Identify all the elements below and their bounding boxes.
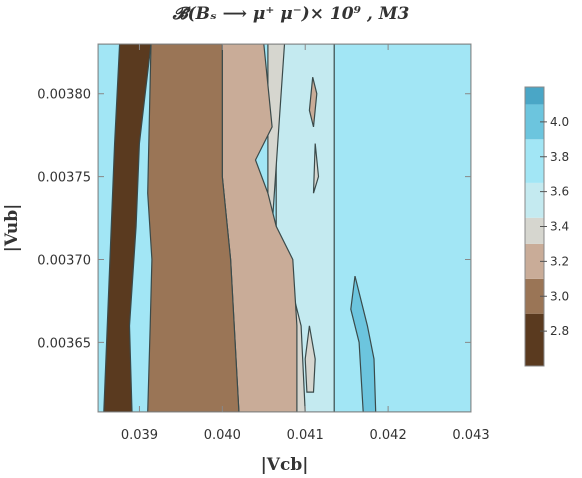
legend-swatch-0	[525, 313, 544, 366]
legend-swatch-4	[525, 182, 544, 218]
contour-region-5	[103, 44, 152, 412]
contour-region-7	[304, 325, 316, 393]
legend-tick-label: 3.6	[550, 185, 569, 199]
y-tick-label: 0.00365	[37, 336, 91, 351]
y-tick-label: 0.00380	[37, 88, 91, 103]
legend-swatch-5	[525, 139, 544, 183]
legend-tick-label: 3.0	[550, 289, 569, 303]
legend-tick-label: 3.8	[550, 150, 569, 164]
x-tick-label: 0.043	[452, 428, 489, 443]
contour-region-6	[350, 275, 377, 412]
x-tick-label: 0.040	[204, 428, 241, 443]
x-axis-label: |Vcb|	[261, 455, 309, 475]
contour-regions	[98, 44, 471, 412]
plot-frame	[97, 43, 472, 413]
legend-swatch-2	[525, 243, 544, 279]
legend-swatch-1	[525, 278, 544, 314]
legend-swatch-6	[525, 104, 544, 140]
x-axis-ticks: 0.039 0.040 0.041 0.042 0.043	[121, 44, 490, 443]
legend-tick-label: 3.4	[550, 220, 569, 234]
legend-tick-label: 3.2	[550, 254, 569, 268]
contour-region-8	[308, 77, 318, 128]
y-axis-ticks: 0.00365 0.00370 0.00375 0.00380	[37, 88, 471, 351]
legend-tick-label: 4.0	[550, 115, 569, 129]
legend-tick-label: 2.8	[550, 324, 569, 338]
legend-swatch-7	[525, 87, 544, 105]
x-tick-label: 0.042	[370, 428, 407, 443]
y-axis-label: |Vub|	[2, 204, 22, 253]
x-tick-label: 0.039	[121, 428, 158, 443]
contour-region-9	[312, 143, 320, 194]
legend-colorbar: 2.8 3.0 3.2 3.4 3.6 3.8 4.0	[524, 86, 569, 367]
y-tick-label: 0.00370	[37, 253, 91, 268]
contour-region-4	[147, 44, 240, 412]
chart-title: 𝓑̄(Bₛ ⟶ μ⁺ μ⁻)× 10⁹ , M3	[172, 4, 410, 24]
legend-swatch-3	[525, 217, 544, 244]
y-tick-label: 0.00375	[37, 171, 91, 186]
x-tick-label: 0.041	[287, 428, 324, 443]
